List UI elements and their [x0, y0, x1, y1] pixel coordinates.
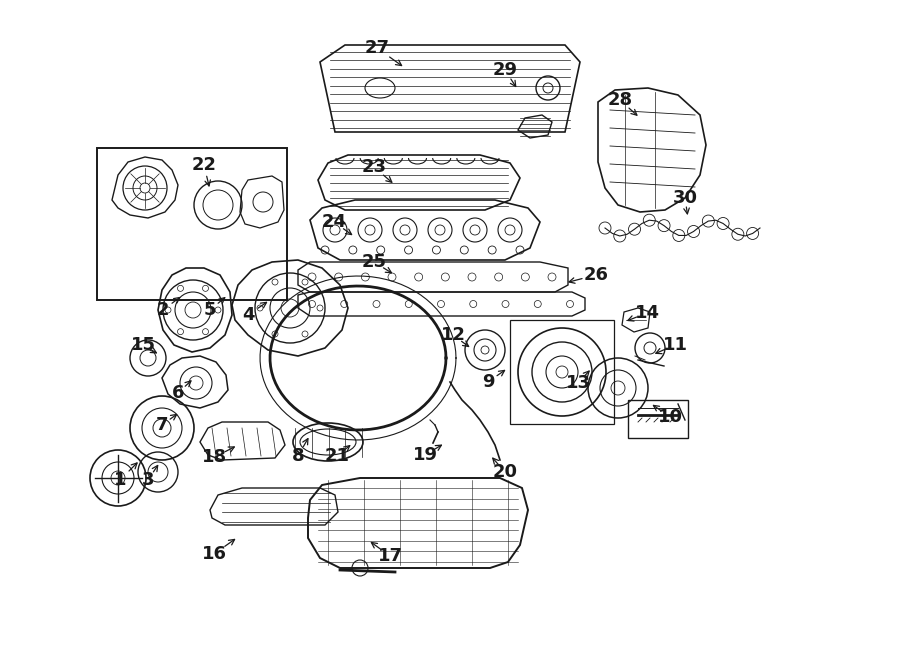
Text: 6: 6	[172, 384, 184, 402]
Text: 15: 15	[130, 336, 156, 354]
Text: 30: 30	[672, 189, 698, 207]
Text: 22: 22	[192, 156, 217, 174]
Text: 17: 17	[377, 547, 402, 565]
Text: 5: 5	[203, 301, 216, 319]
Bar	[97, 148, 287, 300]
Text: 12: 12	[440, 326, 465, 344]
Text: 9: 9	[482, 373, 494, 391]
Text: 21: 21	[325, 447, 349, 465]
Bar	[510, 320, 614, 424]
Text: 8: 8	[292, 447, 304, 465]
Text: 14: 14	[634, 304, 660, 322]
Text: 4: 4	[242, 306, 254, 324]
Text: 20: 20	[492, 463, 517, 481]
Text: 19: 19	[412, 446, 437, 464]
Text: 28: 28	[608, 91, 633, 109]
Text: 25: 25	[362, 253, 386, 271]
Text: 2: 2	[157, 301, 169, 319]
Text: 16: 16	[202, 545, 227, 563]
Text: 1: 1	[113, 471, 126, 489]
Text: 7: 7	[156, 416, 168, 434]
Text: 26: 26	[583, 266, 608, 284]
Text: 29: 29	[492, 61, 517, 79]
Text: 11: 11	[662, 336, 688, 354]
Text: 3: 3	[142, 471, 154, 489]
Text: 18: 18	[202, 448, 228, 466]
Text: 24: 24	[321, 213, 347, 231]
Text: 27: 27	[364, 39, 390, 57]
Text: 13: 13	[565, 374, 590, 392]
Bar	[628, 400, 688, 438]
Text: 10: 10	[658, 408, 682, 426]
Text: 23: 23	[362, 158, 386, 176]
